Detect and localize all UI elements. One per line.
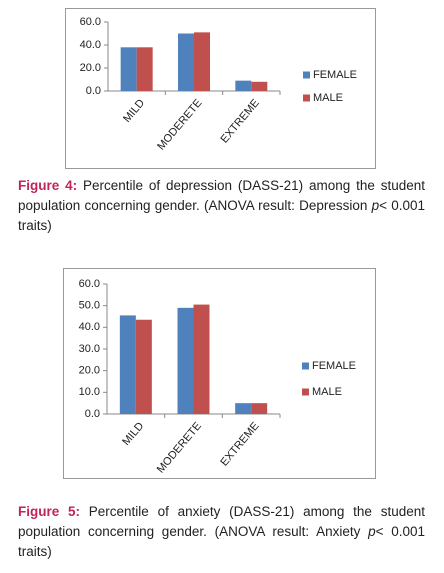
y-tick-label: 10.0 [79, 386, 100, 398]
legend-label: MALE [313, 92, 343, 104]
legend-swatch [303, 94, 310, 102]
x-tick-label: MILD [120, 420, 146, 448]
caption-text: < 0.001 traits) [18, 524, 425, 559]
bar [235, 403, 252, 414]
chart-border [65, 8, 376, 169]
y-tick-label: 60.0 [80, 16, 101, 28]
bar [119, 315, 136, 414]
legend-swatch [303, 71, 310, 79]
bar [193, 304, 210, 414]
y-tick-label: 0.0 [86, 85, 101, 97]
caption-italic: p [371, 198, 380, 213]
y-tick-label: 30.0 [79, 343, 100, 355]
x-tick-label: MODERETE [155, 97, 204, 152]
bar [120, 47, 137, 91]
y-tick-label: 50.0 [79, 300, 100, 312]
bar [251, 81, 268, 91]
y-tick-label: 20.0 [79, 365, 100, 377]
bar [235, 80, 252, 91]
caption-italic: p [368, 524, 376, 539]
legend-swatch [302, 362, 309, 370]
x-tick-label: EXTREME [218, 97, 261, 145]
legend-label: MALE [312, 386, 342, 398]
y-tick-label: 0.0 [85, 408, 100, 420]
bar [178, 33, 194, 91]
legend-swatch [302, 388, 309, 396]
bar [194, 32, 210, 91]
y-tick-label: 40.0 [80, 39, 101, 51]
y-tick-label: 60.0 [79, 278, 100, 290]
caption: Figure 5: Percentile of anxiety (DASS-21… [18, 502, 425, 562]
y-tick-label: 20.0 [80, 62, 101, 74]
bar [135, 319, 152, 414]
legend-label: FEMALE [312, 360, 356, 372]
bar [136, 47, 153, 91]
bar [251, 403, 268, 414]
caption-text: < 0.001 traits) [18, 198, 425, 233]
x-tick-label: MILD [121, 97, 147, 125]
x-tick-label: EXTREME [218, 420, 261, 468]
bar [177, 307, 194, 414]
caption-text: Percentile of depression (DASS-21) among… [18, 178, 425, 213]
caption-text: Percentile of anxiety (DASS-21) among th… [18, 504, 425, 539]
legend-label: FEMALE [313, 69, 357, 81]
x-tick-label: MODERETE [155, 420, 204, 475]
caption: Figure 4: Percentile of depression (DASS… [18, 176, 425, 236]
y-tick-label: 40.0 [79, 321, 100, 333]
caption-label: Figure 4: [18, 178, 78, 193]
chart-border [63, 268, 376, 479]
caption-label: Figure 5: [18, 504, 81, 519]
